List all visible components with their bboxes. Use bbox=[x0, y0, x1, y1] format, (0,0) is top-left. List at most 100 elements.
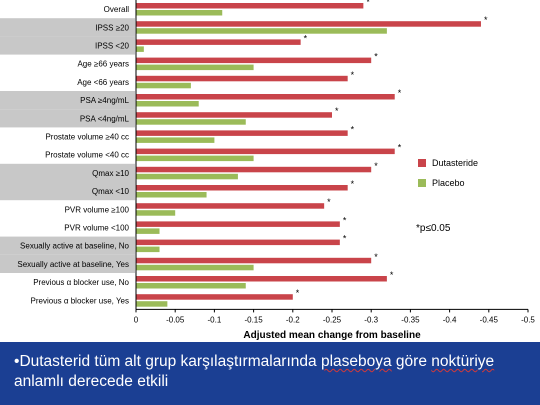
significance-marker: * bbox=[327, 197, 331, 207]
placebo-bar bbox=[136, 46, 144, 52]
dutasteride-bar bbox=[136, 94, 395, 100]
placebo-bar bbox=[136, 283, 246, 289]
dutasteride-bar bbox=[136, 276, 387, 282]
significance-marker: * bbox=[351, 179, 355, 189]
category-label: IPSS <20 bbox=[95, 42, 130, 51]
category-label: PSA ≥4ng/mL bbox=[80, 96, 129, 105]
summary-banner: •Dutasterid tüm alt grup karşılaştırmala… bbox=[0, 342, 540, 405]
category-label: PVR volume ≥100 bbox=[65, 205, 130, 214]
dutasteride-bar bbox=[136, 221, 340, 227]
placebo-bar bbox=[136, 82, 191, 89]
category-label: Qmax ≥10 bbox=[92, 169, 129, 178]
category-band bbox=[0, 254, 135, 273]
significance-marker: * bbox=[366, 0, 370, 7]
placebo-bar bbox=[136, 137, 215, 143]
dutasteride-bar bbox=[136, 257, 372, 264]
x-tick-label: -0.25 bbox=[323, 315, 342, 324]
category-labels: Overall IPSS ≥20 IPSS <20 Age ≥66 years Age … bbox=[17, 5, 129, 305]
significance-marker: * bbox=[390, 270, 394, 280]
x-axis: 0 -0.05 -0.1 -0.15 -0.2 -0.25 -0.3 -0.35 -0.4 -0.… bbox=[134, 0, 535, 324]
bullet: • bbox=[14, 353, 20, 370]
x-tick-label: 0 bbox=[134, 315, 139, 324]
placebo-bar bbox=[136, 155, 254, 162]
x-tick-label: -0.2 bbox=[286, 315, 300, 324]
dutasteride-bar bbox=[136, 130, 348, 136]
significance-marker: * bbox=[304, 33, 308, 43]
significance-marker: * bbox=[351, 124, 355, 134]
x-tick-label: -0.4 bbox=[443, 315, 457, 324]
category-label: Prostate volume <40 cc bbox=[45, 151, 129, 160]
placebo-bar bbox=[136, 228, 160, 234]
dutasteride-bar bbox=[136, 112, 332, 118]
category-label: Age ≥66 years bbox=[77, 60, 129, 69]
significance-marker: * bbox=[398, 88, 402, 98]
significance-marker: * bbox=[374, 161, 378, 171]
placebo-bar bbox=[136, 119, 246, 125]
category-label: PVR volume <100 bbox=[64, 224, 129, 233]
summary-text: •Dutasterid tüm alt grup karşılaştırmala… bbox=[14, 352, 524, 392]
summary-segment: Dutasterid tüm alt grup karşılaştırmalar… bbox=[19, 353, 321, 370]
category-label: Sexually active at baseline, No bbox=[20, 242, 130, 251]
x-tick-label: -0.1 bbox=[208, 315, 222, 324]
spellcheck-word: plaseboya bbox=[320, 353, 392, 370]
legend-label: Placebo bbox=[432, 178, 465, 188]
placebo-bar bbox=[136, 64, 254, 71]
legend-swatch bbox=[418, 179, 426, 187]
summary-segment: göre bbox=[391, 353, 432, 370]
significance-marker: * bbox=[335, 106, 339, 116]
subgroup-bar-chart: Overall IPSS ≥20 IPSS <20 Age ≥66 years Age … bbox=[0, 0, 535, 341]
significance-marker: * bbox=[374, 52, 378, 62]
significance-marker: * bbox=[374, 252, 378, 262]
dutasteride-bar bbox=[136, 239, 340, 246]
category-band bbox=[0, 109, 135, 128]
x-tick-label: -0.15 bbox=[244, 315, 263, 324]
x-tick-label: -0.05 bbox=[166, 315, 185, 324]
spellcheck-word: noktüriye bbox=[431, 353, 495, 370]
dutasteride-bar bbox=[136, 39, 301, 45]
dutasteride-bar bbox=[136, 148, 395, 155]
category-band bbox=[0, 91, 135, 110]
dutasteride-bar bbox=[136, 3, 364, 9]
category-band bbox=[0, 18, 135, 37]
category-label: Previous α blocker use, Yes bbox=[31, 296, 129, 305]
dutasteride-bar bbox=[136, 166, 372, 173]
placebo-bar bbox=[136, 28, 387, 34]
x-tick-label: -0.3 bbox=[364, 315, 378, 324]
category-band bbox=[0, 36, 135, 55]
significance-marker: * bbox=[351, 70, 355, 80]
dutasteride-bar bbox=[136, 75, 348, 82]
category-label: Previous α blocker use, No bbox=[33, 278, 129, 287]
category-label: Prostate volume ≥40 cc bbox=[45, 133, 129, 142]
category-band bbox=[0, 236, 135, 255]
x-tick-label: -0.45 bbox=[480, 315, 499, 324]
significance-marker: * bbox=[484, 15, 488, 25]
category-label: Sexually active at baseline, Yes bbox=[17, 260, 129, 269]
placebo-bar bbox=[136, 101, 199, 107]
significance-marker: * bbox=[343, 215, 347, 225]
bar-marks: * * * * * * * * * * * * * * * * * bbox=[136, 0, 488, 307]
dutasteride-bar bbox=[136, 57, 372, 64]
placebo-bar bbox=[136, 246, 160, 253]
category-label: Age <66 years bbox=[77, 78, 129, 87]
summary-segment: anlamlı derecede etkili bbox=[14, 373, 169, 390]
legend-swatch bbox=[418, 159, 426, 167]
x-tick-label: -0.5 bbox=[521, 315, 535, 324]
category-band bbox=[0, 182, 135, 201]
placebo-bar bbox=[136, 10, 223, 16]
legend: Dutasteride Placebo bbox=[418, 158, 478, 188]
category-label: Overall bbox=[104, 5, 130, 14]
significance-marker: * bbox=[398, 143, 402, 153]
dutasteride-bar bbox=[136, 203, 325, 209]
category-band bbox=[0, 163, 135, 182]
legend-label: Dutasteride bbox=[432, 158, 478, 168]
dutasteride-bar bbox=[136, 294, 293, 300]
category-shading-bands bbox=[0, 18, 135, 273]
placebo-bar bbox=[136, 173, 238, 180]
category-label: PSA <4ng/mL bbox=[80, 114, 130, 123]
placebo-bar bbox=[136, 192, 207, 198]
x-tick-label: -0.35 bbox=[401, 315, 420, 324]
significance-note: *p≤0.05 bbox=[416, 223, 451, 234]
x-axis-title: Adjusted mean change from baseline bbox=[243, 330, 421, 341]
placebo-bar bbox=[136, 301, 168, 307]
significance-marker: * bbox=[296, 288, 300, 298]
